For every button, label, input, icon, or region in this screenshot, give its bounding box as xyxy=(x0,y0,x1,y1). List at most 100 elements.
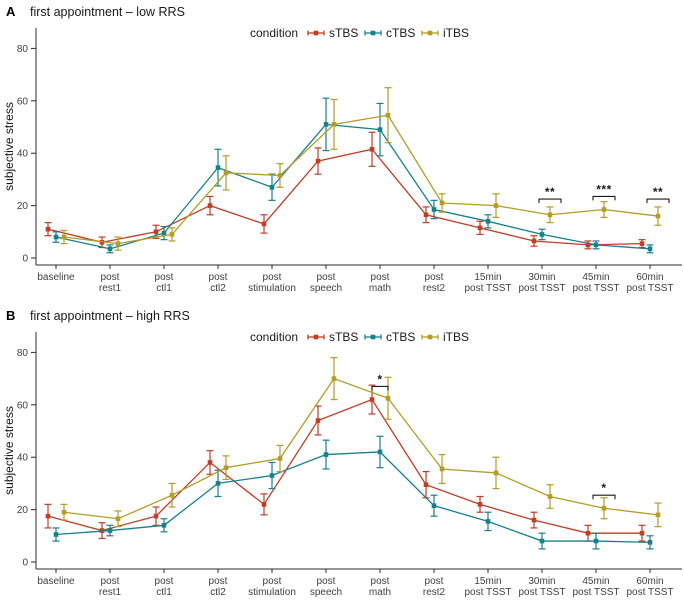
data-point xyxy=(215,481,221,486)
data-point xyxy=(493,470,499,476)
data-point xyxy=(53,234,59,240)
x-tick-label: 45min xyxy=(582,576,609,587)
series-line xyxy=(63,114,659,245)
x-tick-label: post xyxy=(317,576,336,587)
data-point xyxy=(45,226,51,232)
x-tick-label: post xyxy=(101,576,120,587)
legend-entry-iTBS: iTBS xyxy=(421,26,469,40)
significance-annotation: * xyxy=(371,372,389,391)
x-tick-label: post TSST xyxy=(572,283,619,294)
significance-stars: * xyxy=(601,481,606,495)
x-tick-label: post xyxy=(317,272,336,283)
significance-annotation: * xyxy=(592,481,616,500)
data-point xyxy=(169,492,175,498)
x-tick-label: post TSST xyxy=(518,283,565,294)
legend-key-point xyxy=(313,30,319,36)
data-point xyxy=(547,494,553,499)
legend-key-point xyxy=(313,334,319,340)
legend-entry-label: sTBS xyxy=(329,26,358,40)
data-point xyxy=(269,473,275,478)
legend-title: condition xyxy=(250,26,298,40)
significance-bracket xyxy=(592,195,616,201)
data-point xyxy=(61,509,67,515)
legend-entry-label: iTBS xyxy=(443,330,469,344)
panel-title: first appointment – high RRS xyxy=(30,309,190,323)
x-tick-label: 60min xyxy=(636,272,663,283)
legend-entry-cTBS: cTBS xyxy=(364,330,415,344)
x-tick-label: post TSST xyxy=(518,587,565,598)
series-line xyxy=(47,148,643,246)
legend-entry-label: sTBS xyxy=(329,330,358,344)
x-axis-ticks: baseline postrest1postctl1postctl2poststi… xyxy=(37,265,674,294)
panel-label: A xyxy=(6,4,16,19)
data-point xyxy=(207,460,213,465)
x-tick-label: rest2 xyxy=(423,587,446,598)
significance-annotation: ** xyxy=(646,185,670,204)
data-point xyxy=(385,395,391,401)
data-point xyxy=(593,242,599,248)
y-tick-label: 60 xyxy=(17,96,29,107)
data-point xyxy=(485,519,491,524)
data-point xyxy=(493,203,499,208)
data-point xyxy=(277,456,283,461)
x-tick-label: ctl1 xyxy=(156,283,172,294)
x-tick-label: post xyxy=(371,272,390,283)
data-point xyxy=(601,505,607,511)
data-point xyxy=(377,127,383,132)
significance-bracket xyxy=(371,385,389,391)
x-tick-label: math xyxy=(369,283,391,294)
series-cTBS xyxy=(52,97,654,254)
legend-entry-cTBS: cTBS xyxy=(364,26,415,40)
x-tick-label: post xyxy=(371,576,390,587)
x-tick-label: post TSST xyxy=(626,587,673,598)
data-point xyxy=(539,538,545,544)
data-point xyxy=(431,207,437,212)
significance-stars: *** xyxy=(596,182,612,196)
significance-stars: * xyxy=(377,372,382,386)
data-point xyxy=(431,503,437,508)
data-point xyxy=(169,232,175,237)
data-point xyxy=(45,513,51,519)
data-point xyxy=(53,532,59,537)
data-point xyxy=(439,200,445,206)
data-point xyxy=(161,523,167,528)
data-point xyxy=(323,122,329,127)
x-axis-ticks: baseline postrest1postctl1postctl2poststi… xyxy=(37,569,674,598)
x-tick-label: 30min xyxy=(528,576,555,587)
x-tick-label: post xyxy=(263,576,282,587)
x-tick-label: post xyxy=(425,272,444,283)
data-point xyxy=(261,221,267,227)
data-point xyxy=(585,242,591,248)
series-sTBS xyxy=(44,384,646,542)
data-point xyxy=(223,170,229,176)
x-tick-label: stimulation xyxy=(248,283,296,294)
data-point xyxy=(477,225,483,231)
series-cTBS xyxy=(52,435,654,550)
data-point xyxy=(215,165,221,170)
significance-annotation: *** xyxy=(592,182,616,201)
series-line xyxy=(55,451,651,543)
data-point xyxy=(115,241,121,246)
data-point xyxy=(655,213,661,219)
x-tick-label: post xyxy=(155,576,174,587)
data-point xyxy=(115,516,121,522)
significance-stars: ** xyxy=(545,185,555,199)
panel-label: B xyxy=(6,308,15,323)
data-point xyxy=(153,229,159,235)
x-tick-label: ctl2 xyxy=(210,587,226,598)
x-tick-label: 60min xyxy=(636,576,663,587)
x-tick-label: post xyxy=(209,576,228,587)
data-point xyxy=(539,232,545,237)
x-tick-label: baseline xyxy=(37,272,75,283)
x-tick-label: speech xyxy=(310,587,342,598)
panel-title: first appointment – low RRS xyxy=(30,5,185,19)
data-point xyxy=(439,466,445,472)
legend-entry-sTBS: sTBS xyxy=(307,330,358,344)
x-tick-label: post xyxy=(101,272,120,283)
series-iTBS xyxy=(60,357,662,528)
data-point xyxy=(547,212,553,218)
